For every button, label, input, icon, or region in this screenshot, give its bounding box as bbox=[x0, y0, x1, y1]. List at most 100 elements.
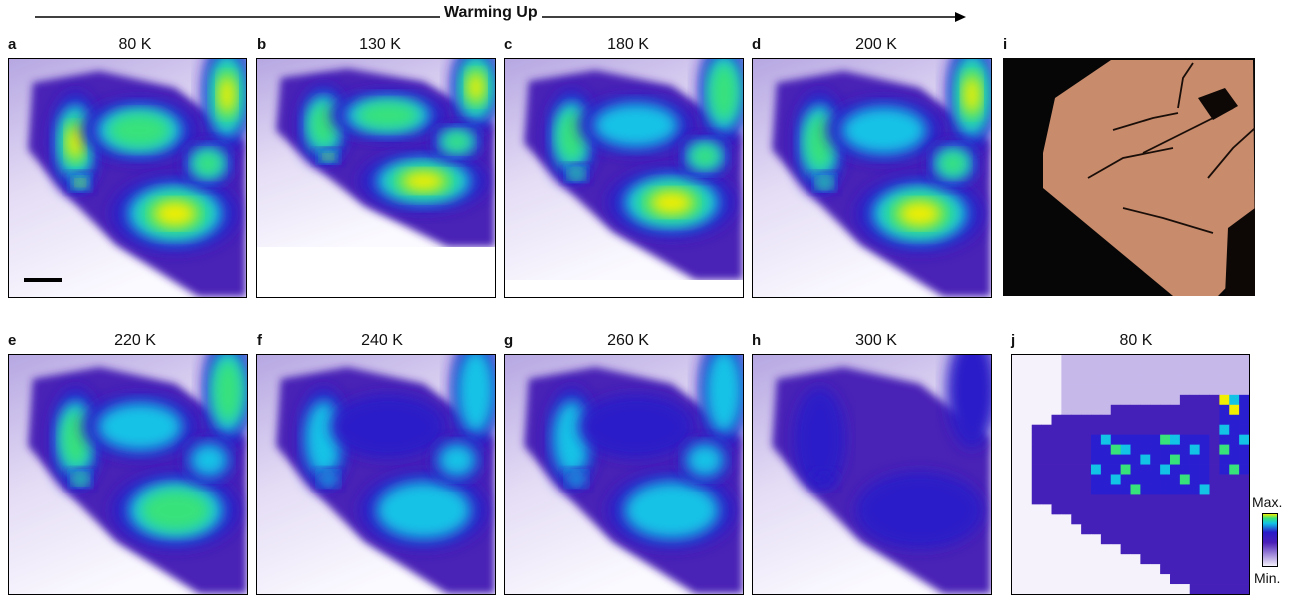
pixel-cell bbox=[1071, 474, 1082, 485]
pixel-cell bbox=[1051, 454, 1062, 465]
pixel-cell bbox=[1239, 504, 1249, 515]
pixel-cell bbox=[1061, 554, 1072, 565]
pixel-cell bbox=[1199, 434, 1210, 446]
pixel-cell bbox=[1179, 524, 1191, 535]
pixel-cell bbox=[1239, 474, 1249, 485]
pixel-cell bbox=[1091, 504, 1102, 515]
pixel-cell bbox=[1140, 554, 1151, 565]
pixel-cell bbox=[1120, 394, 1131, 406]
intensity-map bbox=[1011, 354, 1250, 595]
pixel-cell bbox=[1091, 464, 1102, 475]
pixel-cell bbox=[1110, 364, 1122, 376]
panel-letter: h bbox=[752, 332, 762, 349]
pixel-cell bbox=[1199, 374, 1210, 386]
pixel-cell bbox=[1199, 554, 1210, 565]
pixel-cell bbox=[1130, 564, 1141, 575]
pixel-cell bbox=[1229, 564, 1240, 575]
pixel-cell bbox=[1120, 474, 1131, 485]
pixel-cell bbox=[1189, 474, 1201, 485]
pixel-cell bbox=[1219, 434, 1230, 446]
pixel-cell bbox=[1130, 554, 1141, 565]
pixel-cell bbox=[1199, 534, 1210, 545]
panel-letter: c bbox=[504, 36, 513, 53]
pixel-cell bbox=[1071, 424, 1082, 436]
pixel-cell bbox=[1179, 414, 1191, 426]
pixel-cell bbox=[1229, 414, 1240, 426]
pixel-cell bbox=[1012, 534, 1023, 545]
pixel-cell bbox=[1239, 494, 1249, 505]
pixel-cell bbox=[1229, 434, 1240, 446]
pixel-cell bbox=[1219, 454, 1230, 465]
intensity-map bbox=[504, 58, 744, 298]
pixel-cell bbox=[1199, 355, 1210, 366]
pixel-cell bbox=[1041, 394, 1052, 406]
pixel-cell bbox=[1140, 504, 1151, 515]
pixel-cell bbox=[1120, 464, 1131, 475]
pixel-cell bbox=[1031, 384, 1043, 396]
pixel-cell bbox=[1012, 424, 1023, 436]
pixel-cell bbox=[1189, 514, 1201, 525]
pixel-cell bbox=[1239, 464, 1249, 475]
pixel-cell bbox=[1031, 414, 1043, 426]
pixel-cell bbox=[1239, 454, 1249, 465]
pixel-cell bbox=[1130, 544, 1141, 555]
pixel-cell bbox=[1150, 484, 1161, 495]
pixel-cell bbox=[1110, 355, 1122, 366]
pixel-cell bbox=[1091, 514, 1102, 525]
pixel-cell bbox=[1041, 524, 1052, 535]
panel-canvas bbox=[753, 59, 991, 297]
panel-temperature: 80 K bbox=[1119, 332, 1153, 349]
pixel-cell bbox=[1110, 374, 1122, 386]
pixel-cell bbox=[1091, 374, 1102, 386]
panel-letter: f bbox=[257, 332, 262, 349]
pixel-cell bbox=[1209, 574, 1220, 585]
pixel-cell bbox=[1130, 364, 1141, 376]
pixel-cell bbox=[1012, 384, 1023, 396]
pixel-cell bbox=[1100, 394, 1112, 406]
pixel-cell bbox=[1110, 454, 1122, 465]
pixel-cell bbox=[1219, 404, 1230, 416]
pixel-cell bbox=[1199, 584, 1210, 594]
pixel-cell bbox=[1189, 484, 1201, 495]
pixel-cell bbox=[1041, 374, 1052, 386]
pixel-cell bbox=[1219, 584, 1230, 594]
hotspot bbox=[963, 75, 981, 114]
pixel-cell bbox=[1130, 484, 1141, 495]
panel-canvas bbox=[9, 59, 246, 297]
pixel-cell bbox=[1100, 384, 1112, 396]
pixel-cell bbox=[1170, 524, 1181, 535]
pixel-cell bbox=[1189, 544, 1201, 555]
pixel-cell bbox=[1130, 394, 1141, 406]
hotspot bbox=[153, 200, 197, 227]
pixel-cell bbox=[1239, 414, 1249, 426]
hotspot bbox=[97, 402, 183, 451]
pixel-cell bbox=[1120, 444, 1131, 455]
pixel-cell bbox=[1170, 484, 1181, 495]
panel-canvas bbox=[257, 355, 495, 594]
pixel-cell bbox=[1209, 414, 1220, 426]
pixel-cell bbox=[1189, 554, 1201, 565]
pixel-cell bbox=[1179, 514, 1191, 525]
pixel-cell bbox=[1170, 464, 1181, 475]
pixel-cell bbox=[1229, 534, 1240, 545]
pixel-cell bbox=[1091, 524, 1102, 535]
pixel-cell bbox=[1051, 484, 1062, 495]
pixel-cell bbox=[1012, 434, 1023, 446]
pixel-cell bbox=[1239, 524, 1249, 535]
pixel-cell bbox=[1189, 364, 1201, 376]
pixel-cell bbox=[1041, 474, 1052, 485]
pixel-cell bbox=[1061, 424, 1072, 436]
pixel-cell bbox=[1239, 364, 1249, 376]
pixel-cell bbox=[1229, 454, 1240, 465]
pixel-cell bbox=[1110, 544, 1122, 555]
pixel-cell bbox=[1199, 484, 1210, 495]
pixel-cell bbox=[1071, 484, 1082, 495]
pixel-cell bbox=[1219, 484, 1230, 495]
crack-line bbox=[1087, 147, 1174, 179]
pixel-cell bbox=[1170, 444, 1181, 455]
pixel-cell bbox=[1081, 414, 1092, 426]
pixel-cell bbox=[1150, 544, 1161, 555]
pixel-cell bbox=[1170, 574, 1181, 585]
pixel-cell bbox=[1170, 514, 1181, 525]
pixel-cell bbox=[1021, 374, 1033, 386]
